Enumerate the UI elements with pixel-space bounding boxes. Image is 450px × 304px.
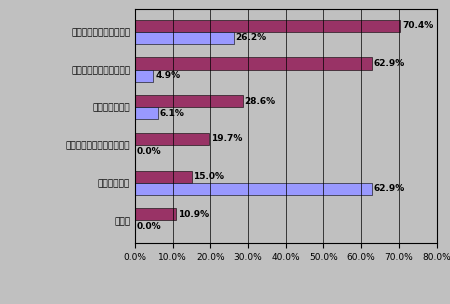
Text: 70.4%: 70.4% — [402, 21, 433, 30]
Text: 4.9%: 4.9% — [155, 71, 180, 80]
Text: 6.1%: 6.1% — [160, 109, 185, 118]
Text: 19.7%: 19.7% — [211, 134, 243, 143]
Text: 28.6%: 28.6% — [245, 97, 276, 106]
Bar — [135, 95, 243, 107]
Text: 0.0%: 0.0% — [137, 147, 162, 156]
Bar — [135, 209, 176, 220]
Bar — [135, 133, 209, 145]
Bar — [135, 32, 234, 44]
Bar — [135, 171, 192, 183]
Bar — [135, 20, 401, 32]
Text: 26.2%: 26.2% — [236, 33, 267, 42]
Bar — [135, 107, 158, 119]
Text: 15.0%: 15.0% — [194, 172, 225, 181]
Bar — [135, 70, 153, 82]
Text: 10.9%: 10.9% — [178, 210, 209, 219]
Bar — [135, 57, 372, 70]
Text: 62.9%: 62.9% — [374, 184, 405, 193]
Bar — [135, 183, 372, 195]
Text: 0.0%: 0.0% — [137, 222, 162, 231]
Text: 62.9%: 62.9% — [374, 59, 405, 68]
